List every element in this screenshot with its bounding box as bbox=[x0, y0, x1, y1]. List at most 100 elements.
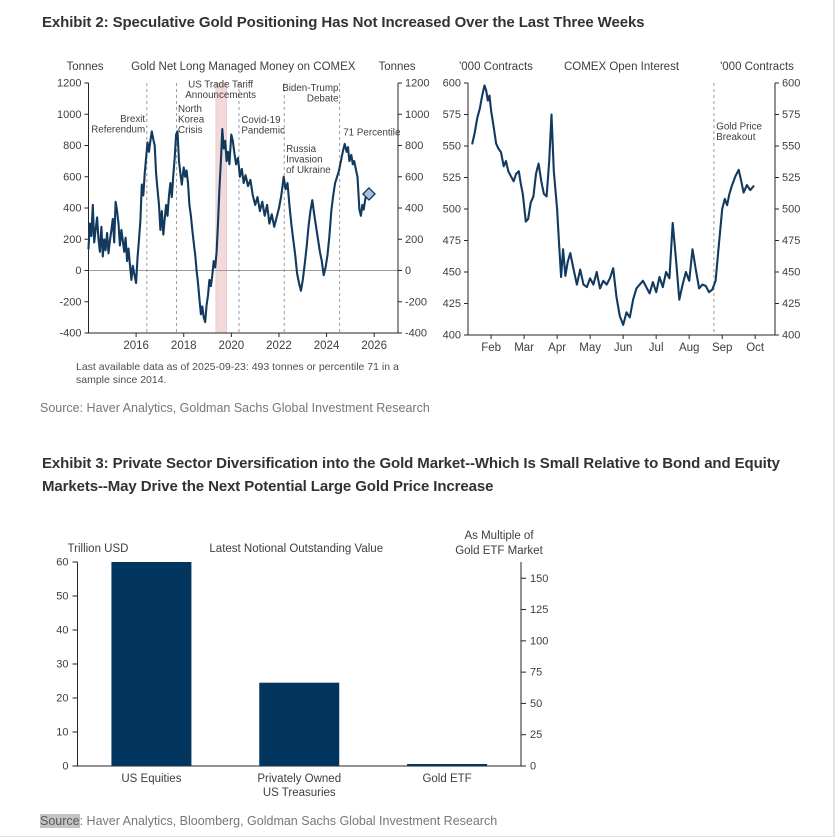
exhibit3-source-text: : Haver Analytics, Bloomberg, Goldman Sa… bbox=[79, 814, 498, 828]
svg-text:450: 450 bbox=[782, 267, 800, 279]
exhibit2-charts: -400 -400 -200 -200 0 0 200 200 400 400 600 600 800 8… bbox=[57, 61, 801, 354]
svg-text:525: 525 bbox=[782, 172, 800, 184]
svg-text:US Trade Tariff: US Trade Tariff bbox=[188, 79, 253, 90]
svg-text:US Equities: US Equities bbox=[121, 773, 181, 785]
svg-text:450: 450 bbox=[443, 267, 461, 279]
svg-text:1200: 1200 bbox=[405, 78, 429, 90]
bar-2 bbox=[407, 764, 488, 766]
svg-text:Feb: Feb bbox=[481, 342, 501, 354]
svg-text:Debate: Debate bbox=[307, 93, 339, 104]
svg-text:Invasion: Invasion bbox=[286, 154, 323, 165]
svg-text:Crisis: Crisis bbox=[178, 125, 203, 136]
exhibit3-title-line2: Markets--May Drive the Next Potential La… bbox=[42, 478, 494, 495]
svg-text:475: 475 bbox=[782, 235, 800, 247]
svg-text:0: 0 bbox=[75, 265, 81, 277]
svg-text:0: 0 bbox=[405, 265, 411, 277]
svg-text:400: 400 bbox=[405, 203, 423, 215]
exhibit3-title-line1: Exhibit 3: Private Sector Diversificatio… bbox=[42, 455, 780, 472]
svg-text:60: 60 bbox=[56, 557, 68, 569]
svg-text:-200: -200 bbox=[405, 296, 427, 308]
notional-value-bar-chart: 0 10 20 30 40 50 60 0 25 50 75 100 125 150 Trillion US… bbox=[56, 530, 548, 799]
svg-text:10: 10 bbox=[56, 727, 68, 739]
svg-text:-200: -200 bbox=[59, 296, 81, 308]
svg-text:400: 400 bbox=[782, 330, 800, 342]
svg-text:200: 200 bbox=[63, 234, 81, 246]
exhibit2-title: Exhibit 2: Speculative Gold Positioning … bbox=[42, 14, 645, 31]
source-highlight: Source bbox=[40, 814, 80, 828]
svg-text:'000 Contracts: '000 Contracts bbox=[459, 61, 533, 73]
svg-text:550: 550 bbox=[782, 141, 800, 153]
svg-text:425: 425 bbox=[782, 298, 800, 310]
svg-text:Aug: Aug bbox=[679, 342, 699, 354]
svg-text:125: 125 bbox=[530, 604, 548, 616]
svg-text:Privately Owned: Privately Owned bbox=[257, 773, 341, 785]
svg-text:30: 30 bbox=[56, 659, 68, 671]
svg-text:Brexit: Brexit bbox=[120, 114, 145, 125]
svg-text:0: 0 bbox=[62, 761, 68, 773]
svg-text:2020: 2020 bbox=[219, 340, 245, 352]
svg-text:600: 600 bbox=[63, 171, 81, 183]
svg-text:Announcements: Announcements bbox=[185, 90, 256, 101]
bar-1 bbox=[259, 682, 340, 766]
svg-text:425: 425 bbox=[443, 298, 461, 310]
svg-text:2026: 2026 bbox=[361, 340, 387, 352]
svg-text:525: 525 bbox=[443, 172, 461, 184]
svg-text:Biden-Trump: Biden-Trump bbox=[282, 83, 339, 94]
svg-text:'000 Contracts: '000 Contracts bbox=[720, 61, 794, 73]
svg-text:May: May bbox=[579, 342, 601, 354]
svg-text:40: 40 bbox=[56, 625, 68, 637]
svg-text:North: North bbox=[178, 104, 202, 115]
svg-text:-400: -400 bbox=[59, 328, 81, 340]
svg-text:Korea: Korea bbox=[178, 114, 205, 125]
svg-text:20: 20 bbox=[56, 693, 68, 705]
exhibit2-source: Source: Haver Analytics, Goldman Sachs G… bbox=[40, 401, 430, 415]
svg-text:Tonnes: Tonnes bbox=[378, 61, 415, 73]
svg-text:Mar: Mar bbox=[514, 342, 534, 354]
svg-text:500: 500 bbox=[443, 204, 461, 216]
exhibit3-title: Exhibit 3: Private Sector Diversificatio… bbox=[42, 452, 812, 498]
svg-text:Gold Net Long Managed Money on: Gold Net Long Managed Money on COMEX bbox=[131, 61, 356, 73]
svg-text:600: 600 bbox=[443, 78, 461, 90]
svg-text:400: 400 bbox=[63, 203, 81, 215]
svg-text:Covid-19: Covid-19 bbox=[241, 115, 280, 126]
latest-point-diamond-marker bbox=[361, 186, 376, 201]
svg-text:US Treasuries: US Treasuries bbox=[263, 787, 336, 799]
svg-text:200: 200 bbox=[405, 234, 423, 246]
svg-text:-400: -400 bbox=[405, 328, 427, 340]
svg-text:1000: 1000 bbox=[405, 109, 429, 121]
svg-text:Referendum: Referendum bbox=[91, 125, 145, 136]
comex-open-interest-chart: 400 400 425 425 450 450 475 475 500 500 525 525 550 5… bbox=[443, 61, 801, 354]
svg-text:Breakout: Breakout bbox=[716, 132, 755, 143]
svg-text:Trillion USD: Trillion USD bbox=[68, 543, 129, 555]
svg-text:Sep: Sep bbox=[712, 342, 732, 354]
svg-text:Jun: Jun bbox=[614, 342, 633, 354]
svg-text:71 Percentile: 71 Percentile bbox=[343, 127, 401, 138]
svg-text:Russia: Russia bbox=[286, 144, 316, 155]
svg-text:2016: 2016 bbox=[123, 340, 149, 352]
svg-text:600: 600 bbox=[405, 171, 423, 183]
svg-text:Gold ETF: Gold ETF bbox=[422, 773, 471, 785]
exhibit3-chart: 0 10 20 30 40 50 60 0 25 50 75 100 125 150 Trillion US… bbox=[56, 530, 548, 799]
svg-text:800: 800 bbox=[63, 140, 81, 152]
svg-text:75: 75 bbox=[530, 667, 542, 679]
svg-text:Latest Notional Outstanding Va: Latest Notional Outstanding Value bbox=[209, 543, 383, 555]
svg-text:50: 50 bbox=[530, 698, 542, 710]
svg-text:2018: 2018 bbox=[171, 340, 197, 352]
svg-text:800: 800 bbox=[405, 140, 423, 152]
svg-text:0: 0 bbox=[530, 761, 536, 773]
svg-text:550: 550 bbox=[443, 141, 461, 153]
svg-text:50: 50 bbox=[56, 591, 68, 603]
bar-0 bbox=[111, 562, 192, 766]
svg-text:500: 500 bbox=[782, 204, 800, 216]
svg-text:575: 575 bbox=[782, 109, 800, 121]
svg-text:475: 475 bbox=[443, 235, 461, 247]
svg-text:150: 150 bbox=[530, 573, 548, 585]
svg-text:2024: 2024 bbox=[314, 340, 340, 352]
svg-text:As Multiple of: As Multiple of bbox=[464, 530, 534, 542]
svg-text:Oct: Oct bbox=[746, 342, 765, 354]
svg-text:Tonnes: Tonnes bbox=[66, 61, 103, 73]
gold-net-long-chart: -400 -400 -200 -200 0 0 200 200 400 400 600 600 800 8… bbox=[57, 61, 429, 352]
exhibit3-source: Source: Haver Analytics, Bloomberg, Gold… bbox=[40, 813, 497, 829]
svg-text:Jul: Jul bbox=[649, 342, 664, 354]
